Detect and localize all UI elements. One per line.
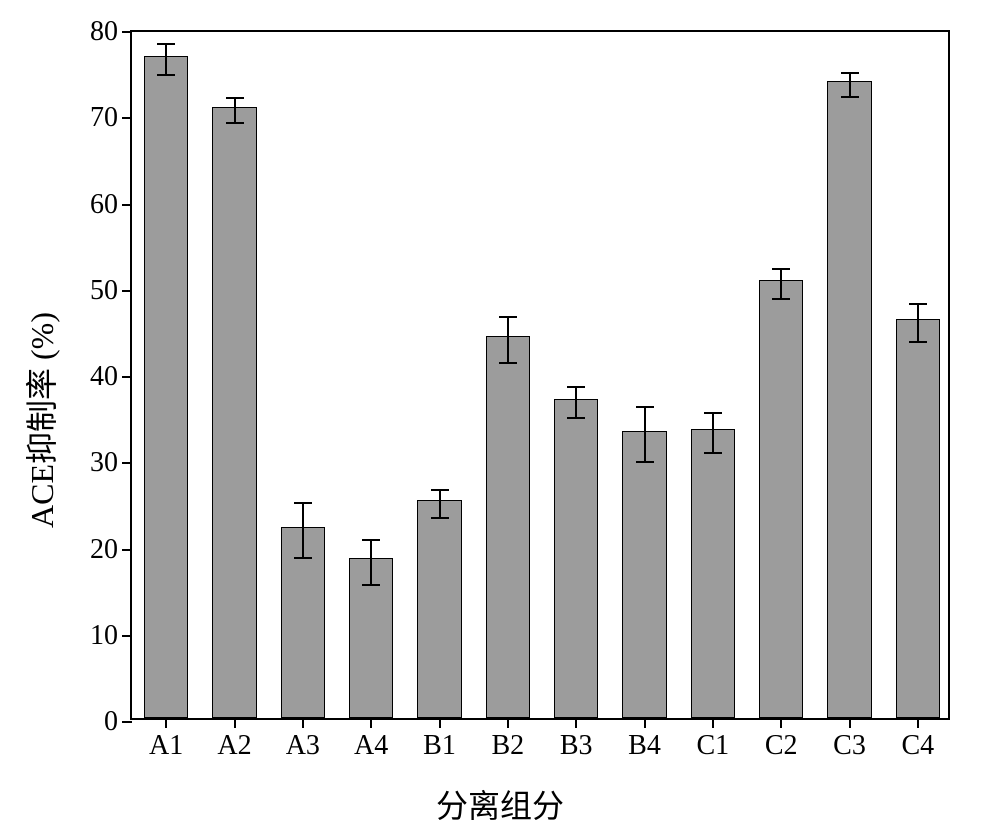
bar [486,336,530,718]
x-tick-label: B1 [423,730,456,762]
error-cap [841,96,859,98]
error-cap [636,406,654,408]
error-cap [772,298,790,300]
y-tick [122,31,132,33]
x-axis-label: 分离组分 [436,781,564,827]
y-tick-label: 10 [90,620,118,652]
bar [554,399,598,718]
error-bar [917,304,919,342]
error-cap [909,341,927,343]
error-cap [704,412,722,414]
y-tick [122,635,132,637]
error-cap [499,316,517,318]
y-tick [122,117,132,119]
error-cap [567,386,585,388]
error-cap [226,97,244,99]
error-bar [780,269,782,298]
x-tick [849,718,851,728]
error-cap [704,452,722,454]
y-tick-label: 30 [90,447,118,479]
error-cap [909,303,927,305]
x-tick [575,718,577,728]
y-tick-label: 50 [90,275,118,307]
error-cap [841,72,859,74]
x-tick-label: A3 [286,730,320,762]
error-bar [234,98,236,122]
y-tick [122,204,132,206]
x-tick-label: A2 [217,730,251,762]
error-cap [431,517,449,519]
error-cap [157,43,175,45]
bar [417,500,461,718]
y-tick-label: 70 [90,102,118,134]
plot-area: 01020304050607080A1A2A3A4B1B2B3B4C1C2C3C… [130,30,950,720]
x-tick-label: B2 [491,730,524,762]
error-bar [575,387,577,418]
bar [827,81,871,718]
error-bar [712,413,714,453]
bar [212,107,256,719]
x-tick [370,718,372,728]
error-cap [157,74,175,76]
error-bar [370,540,372,585]
y-tick [122,549,132,551]
x-tick-label: C2 [765,730,798,762]
bar [691,429,735,718]
x-tick [234,718,236,728]
error-cap [431,489,449,491]
chart-container: ACE抑制率 (%) 分离组分 01020304050607080A1A2A3A… [0,0,1000,839]
x-tick-label: C4 [901,730,934,762]
error-cap [226,122,244,124]
bar [622,431,666,718]
y-axis-label: ACE抑制率 (%) [17,312,63,528]
y-tick-label: 20 [90,534,118,566]
y-tick-label: 80 [90,16,118,48]
bar [759,280,803,718]
error-cap [499,362,517,364]
error-bar [644,407,646,462]
y-tick [122,462,132,464]
y-tick [122,376,132,378]
x-tick [917,718,919,728]
error-cap [772,268,790,270]
x-tick-label: B3 [560,730,593,762]
y-tick [122,721,132,723]
error-bar [849,73,851,97]
y-tick-label: 40 [90,361,118,393]
error-cap [636,461,654,463]
x-tick [507,718,509,728]
error-cap [294,557,312,559]
y-tick-label: 60 [90,189,118,221]
bar [144,56,188,718]
x-tick-label: A4 [354,730,388,762]
error-bar [507,317,509,364]
error-bar [439,490,441,518]
x-tick-label: C3 [833,730,866,762]
error-cap [294,502,312,504]
y-tick [122,290,132,292]
x-tick-label: C1 [696,730,729,762]
x-tick-label: A1 [149,730,183,762]
error-cap [567,417,585,419]
error-bar [302,503,304,558]
x-tick [712,718,714,728]
error-cap [362,584,380,586]
x-tick [780,718,782,728]
x-tick [165,718,167,728]
x-tick [302,718,304,728]
x-tick [439,718,441,728]
error-bar [165,44,167,75]
error-cap [362,539,380,541]
x-tick-label: B4 [628,730,661,762]
x-tick [644,718,646,728]
y-tick-label: 0 [104,706,118,738]
bar [896,319,940,718]
